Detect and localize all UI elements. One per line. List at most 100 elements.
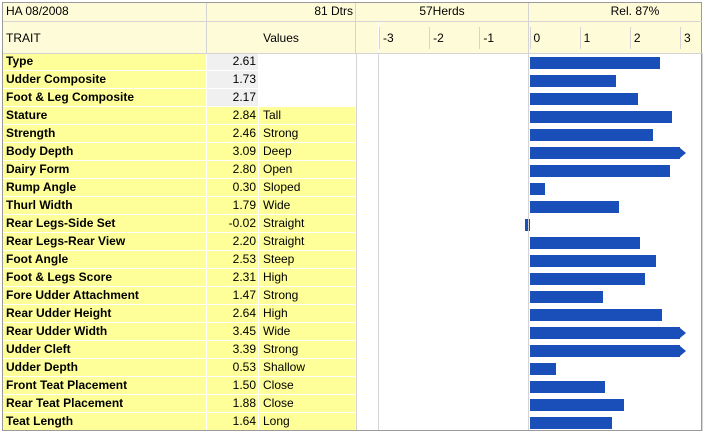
- trait-bar: [529, 165, 670, 177]
- trait-bar: [529, 183, 545, 195]
- header-column-separator: [355, 3, 356, 53]
- overflow-arrow-icon: [680, 148, 686, 158]
- row-separator: [3, 250, 702, 251]
- row-separator: [3, 376, 702, 377]
- axis-tick-separator: [629, 27, 631, 49]
- trait-name: Rump Angle: [3, 179, 206, 197]
- trait-value: 2.31: [207, 269, 258, 287]
- axis-tick-separator: [429, 27, 431, 49]
- trait-value: 2.64: [207, 305, 258, 323]
- axis-tick-label: 2: [633, 31, 641, 45]
- row-separator: [3, 124, 702, 125]
- trait-descriptor: Wide: [259, 197, 355, 215]
- trait-descriptor: [259, 89, 355, 107]
- trait-descriptor: Close: [259, 377, 355, 395]
- trait-bar: [524, 219, 530, 231]
- trait-descriptor: Straight: [259, 233, 355, 251]
- row-separator: [3, 304, 702, 305]
- trait-descriptor: Strong: [259, 125, 355, 143]
- column-separator: [356, 53, 357, 431]
- trait-descriptor: Deep: [259, 143, 355, 161]
- trait-bar: [529, 309, 662, 321]
- trait-bar: [529, 111, 672, 123]
- row-separator: [3, 160, 702, 161]
- trait-value: 2.53: [207, 251, 258, 269]
- trait-descriptor: Straight: [259, 215, 355, 233]
- trait-value: 3.39: [207, 341, 258, 359]
- trait-bar: [529, 147, 680, 159]
- trait-value: 1.88: [207, 395, 258, 413]
- trait-descriptor: High: [259, 269, 355, 287]
- header-separator: [3, 21, 702, 22]
- row-separator: [3, 106, 702, 107]
- trait-value: 1.47: [207, 287, 258, 305]
- header-column-separator: [528, 3, 529, 53]
- axis-tick-separator: [680, 27, 681, 49]
- trait-value: 1.73: [207, 71, 258, 89]
- trait-bar: [529, 93, 639, 105]
- trait-bar: [529, 399, 624, 411]
- trait-bar: [529, 327, 680, 339]
- values-column-header: Values: [207, 22, 355, 54]
- header-separator: [3, 53, 702, 54]
- overflow-arrow-icon: [680, 328, 686, 338]
- axis-tick-label: 0: [533, 31, 541, 45]
- trait-name: Rear Udder Height: [3, 305, 206, 323]
- trait-value: 1.79: [207, 197, 258, 215]
- trait-name: Rear Legs-Side Set: [3, 215, 206, 233]
- trait-descriptor: [259, 71, 355, 89]
- axis-tick-label: -2: [433, 31, 444, 45]
- trait-name: Front Teat Placement: [3, 377, 206, 395]
- trait-value: 3.09: [207, 143, 258, 161]
- trait-name: Body Depth: [3, 143, 206, 161]
- column-separator: [702, 53, 703, 431]
- trait-name: Udder Depth: [3, 359, 206, 377]
- trait-bar: [529, 363, 557, 375]
- trait-name: Foot Angle: [3, 251, 206, 269]
- trait-value: 2.17: [207, 89, 258, 107]
- trait-bar: [529, 381, 605, 393]
- trait-name: Teat Length: [3, 413, 206, 431]
- trait-descriptor: Wide: [259, 323, 355, 341]
- trait-name: Fore Udder Attachment: [3, 287, 206, 305]
- trait-descriptor: Open: [259, 161, 355, 179]
- trait-value: 0.30: [207, 179, 258, 197]
- trait-name: Udder Composite: [3, 71, 206, 89]
- axis-tick-label: -1: [483, 31, 494, 45]
- trait-bar: [529, 57, 661, 69]
- axis-tick-separator: [579, 27, 581, 49]
- column-separator: [378, 53, 379, 431]
- axis-tick-separator: [529, 27, 531, 49]
- row-separator: [3, 88, 702, 89]
- trait-name: Type: [3, 53, 206, 71]
- chart-spacer-header: [356, 22, 378, 54]
- axis-tick-separator: [479, 27, 481, 49]
- row-separator: [3, 232, 702, 233]
- trait-name: Dairy Form: [3, 161, 206, 179]
- row-separator: [3, 430, 702, 431]
- trait-value: 0.53: [207, 359, 258, 377]
- axis-tick-label: 1: [583, 31, 591, 45]
- row-separator: [3, 70, 702, 71]
- row-separator: [3, 178, 702, 179]
- trait-descriptor: Steep: [259, 251, 355, 269]
- trait-descriptor: Strong: [259, 341, 355, 359]
- header-daughters-count: 81 Dtrs: [207, 3, 355, 21]
- axis-tick-label: -3: [383, 31, 394, 45]
- column-separator: [528, 53, 529, 431]
- row-separator: [3, 268, 702, 269]
- trait-descriptor: High: [259, 305, 355, 323]
- header-reliability: Rel. 87%: [528, 3, 702, 21]
- trait-name: Foot & Leg Composite: [3, 89, 206, 107]
- trait-bar: [529, 129, 653, 141]
- trait-bar: [529, 345, 680, 357]
- header-herds-count: [356, 3, 528, 21]
- row-separator: [3, 214, 702, 215]
- row-separator: [3, 142, 702, 143]
- chart-axis-header: [379, 22, 702, 54]
- trait-name: Rear Udder Width: [3, 323, 206, 341]
- trait-name: Udder Cleft: [3, 341, 206, 359]
- trait-value: -0.02: [207, 215, 258, 233]
- trait-descriptor: Close: [259, 395, 355, 413]
